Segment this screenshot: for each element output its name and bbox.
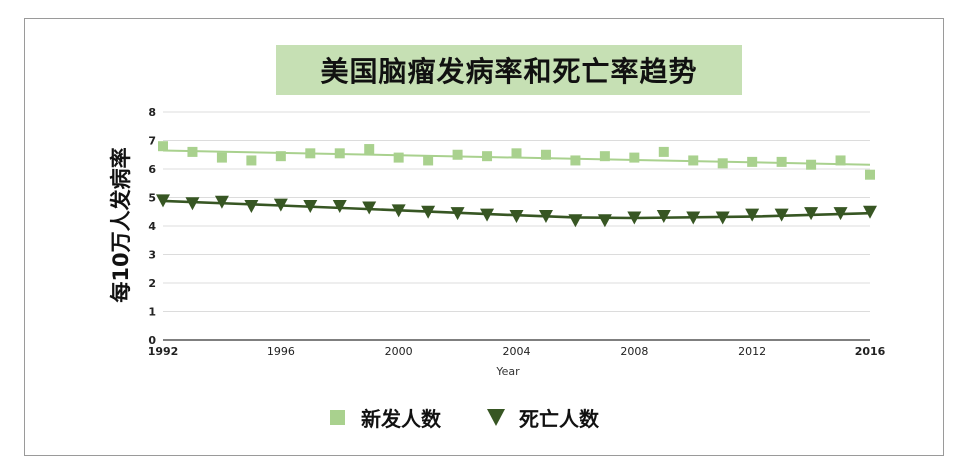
data-point-triangle [774, 208, 789, 222]
data-point-square [305, 148, 316, 159]
data-point-triangle [303, 200, 318, 214]
data-point-square [570, 155, 581, 166]
data-point-square [865, 169, 875, 180]
data-point-square [629, 152, 640, 163]
data-point-triangle [715, 211, 730, 225]
legend: 新发人数 死亡人数 [330, 400, 645, 434]
data-point-square [393, 152, 404, 163]
data-point-square [688, 155, 699, 166]
x-tick-label: 1992 [148, 345, 179, 358]
data-point-triangle [627, 211, 642, 225]
data-point-triangle [656, 210, 671, 224]
x-tick-label: 2016 [855, 345, 886, 358]
square-marker-icon [330, 409, 345, 425]
triangle-down-marker-icon [487, 408, 505, 426]
data-point-square [806, 159, 817, 170]
data-point-square [658, 146, 669, 157]
x-tick-label: 2012 [738, 345, 766, 358]
data-point-triangle [480, 208, 495, 222]
data-point-triangle [332, 200, 347, 214]
y-tick-label: 6 [148, 163, 156, 176]
y-tick-label: 8 [148, 106, 156, 119]
y-tick-label: 4 [148, 220, 156, 233]
data-point-square [540, 149, 551, 160]
data-point-triangle [745, 208, 760, 222]
data-point-triangle [686, 211, 701, 225]
data-point-square [158, 141, 168, 152]
data-point-triangle [568, 214, 583, 228]
data-point-triangle [597, 214, 612, 228]
y-tick-label: 2 [148, 277, 156, 290]
data-point-square [423, 155, 434, 166]
data-point-triangle [863, 205, 877, 219]
x-tick-label: 1996 [267, 345, 295, 358]
data-point-triangle [244, 200, 259, 214]
data-point-triangle [509, 210, 524, 224]
data-point-triangle [833, 207, 848, 221]
chart-title: 美国脑瘤发病率和死亡率趋势 [320, 55, 698, 88]
data-point-triangle [273, 198, 288, 212]
chart-title-box: 美国脑瘤发病率和死亡率趋势 [276, 45, 742, 95]
y-tick-label: 5 [148, 192, 156, 205]
y-tick-label: 7 [148, 135, 156, 148]
y-tick-label: 1 [148, 306, 156, 319]
data-point-triangle [804, 207, 819, 221]
data-point-triangle [214, 195, 229, 209]
data-point-triangle [391, 204, 406, 218]
data-point-square [776, 156, 787, 167]
data-point-square [246, 155, 257, 166]
legend-label-incidence: 新发人数 [361, 406, 441, 431]
data-point-square [511, 148, 522, 159]
data-point-square [452, 149, 463, 160]
data-point-square [717, 158, 728, 169]
data-point-triangle [450, 207, 465, 221]
legend-item-incidence: 新发人数 [330, 403, 441, 432]
legend-label-mortality: 死亡人数 [519, 406, 599, 431]
data-point-triangle [421, 205, 436, 219]
legend-item-mortality: 死亡人数 [487, 403, 599, 432]
data-point-triangle [156, 194, 170, 208]
data-point-square [599, 151, 610, 162]
y-tick-label: 0 [148, 334, 156, 347]
data-point-square [187, 146, 198, 157]
data-point-triangle [362, 201, 377, 215]
data-point-square [275, 151, 286, 162]
x-tick-label: 2004 [503, 345, 531, 358]
y-axis-label: 每10万人发病率 [109, 147, 133, 302]
data-point-square [482, 151, 493, 162]
data-point-triangle [538, 210, 553, 224]
data-point-square [364, 144, 375, 155]
data-point-square [216, 152, 227, 163]
data-point-square [334, 148, 345, 159]
data-point-square [747, 156, 758, 167]
y-tick-label: 3 [148, 249, 156, 262]
data-point-square [835, 155, 846, 166]
x-tick-label: 2000 [385, 345, 413, 358]
data-point-triangle [185, 197, 200, 211]
x-axis-label: Year [495, 365, 520, 378]
x-tick-label: 2008 [620, 345, 648, 358]
